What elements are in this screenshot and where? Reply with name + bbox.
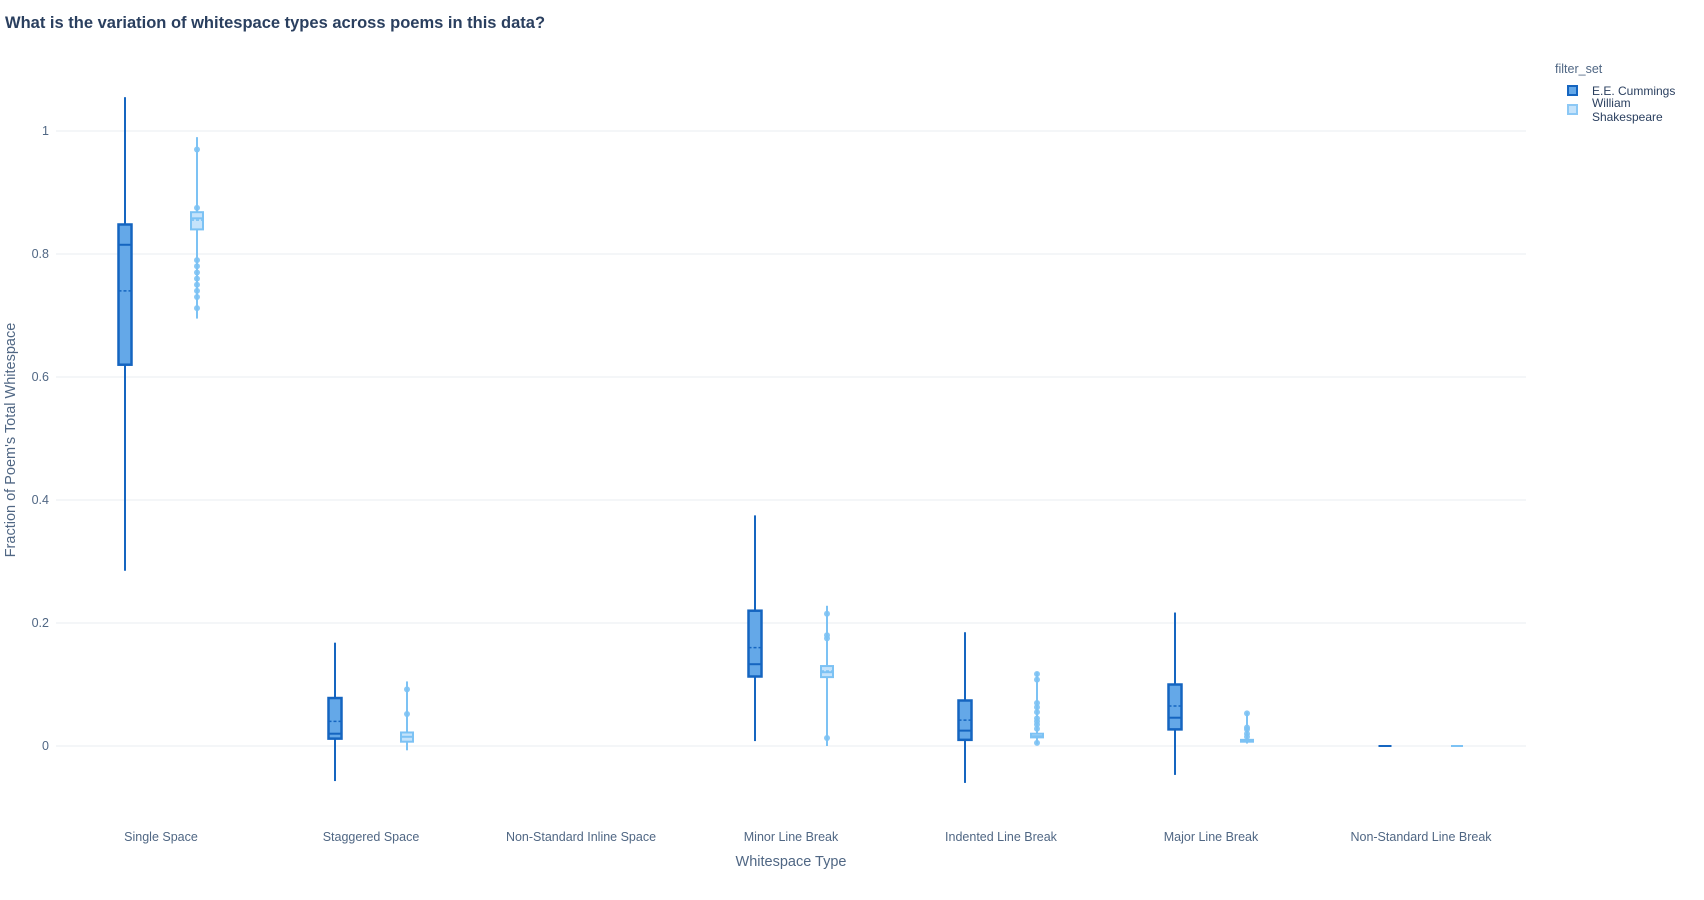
- outlier-point: [1034, 671, 1040, 678]
- box-plots: [117, 97, 1463, 783]
- outlier-point: [194, 275, 200, 282]
- legend-label-shakespeare: William Shakespeare: [1591, 95, 1663, 124]
- outlier-point: [1034, 704, 1040, 711]
- y-tick-label: 0.2: [32, 616, 49, 630]
- x-tick-label: Non-Standard Inline Space: [506, 830, 656, 844]
- outlier-point: [824, 610, 830, 617]
- legend-item-shakespeare[interactable]: William Shakespeare: [1555, 96, 1704, 124]
- grid-lines: [56, 130, 1526, 747]
- box-iqr: [1167, 683, 1183, 731]
- outlier-point: [1244, 710, 1250, 717]
- x-axis-ticks: Single Space Staggered Space Non-Standard …: [124, 830, 1492, 844]
- y-tick-label: 0.6: [32, 370, 49, 384]
- outlier-point: [1034, 739, 1040, 746]
- legend-item-cummings[interactable]: E.E. Cummings: [1555, 81, 1704, 100]
- x-tick-label: Major Line Break: [1164, 830, 1259, 844]
- outlier-point: [1034, 721, 1040, 728]
- outlier-point: [1034, 709, 1040, 716]
- x-tick-label: Single Space: [124, 830, 198, 844]
- legend-title: filter_set: [1555, 62, 1603, 76]
- series-shakespeare: [190, 137, 1463, 751]
- y-tick-label: 0.4: [32, 493, 49, 507]
- x-tick-label: Indented Line Break: [945, 830, 1058, 844]
- x-tick-label: Minor Line Break: [744, 830, 839, 844]
- outlier-point: [404, 686, 410, 693]
- legend-label-cummings: E.E. Cummings: [1592, 83, 1676, 98]
- y-tick-label: 0: [42, 739, 49, 753]
- legend-swatch-cummings: [1567, 85, 1578, 96]
- outlier-point: [1244, 733, 1250, 740]
- outlier-point: [404, 711, 410, 718]
- outlier-point: [194, 305, 200, 312]
- outlier-point: [194, 281, 200, 288]
- box-iqr: [327, 696, 343, 740]
- y-tick-label: 0.8: [32, 247, 49, 261]
- outlier-point: [1244, 726, 1250, 733]
- series-cummings: [117, 97, 1392, 783]
- outlier-point: [194, 294, 200, 301]
- x-tick-label: Staggered Space: [323, 830, 420, 844]
- outlier-point: [194, 204, 200, 211]
- outlier-point: [824, 635, 830, 642]
- x-axis-title: Whitespace Type: [736, 854, 847, 870]
- outlier-point: [1034, 699, 1040, 706]
- y-axis-ticks: 0 0.2 0.4 0.6 0.8 1: [32, 124, 49, 753]
- chart-title: What is the variation of whitespace type…: [5, 14, 546, 32]
- outlier-point: [194, 263, 200, 270]
- box-iqr: [117, 223, 133, 366]
- outlier-point: [194, 287, 200, 294]
- outlier-point: [194, 269, 200, 276]
- box-iqr: [747, 609, 763, 678]
- y-axis-title: Fraction of Poem's Total Whitespace: [3, 323, 19, 558]
- y-tick-label: 1: [42, 124, 49, 138]
- outlier-point: [824, 735, 830, 742]
- outlier-point: [1034, 676, 1040, 683]
- outlier-point: [194, 257, 200, 264]
- outlier-point: [194, 146, 200, 153]
- legend-swatch-shakespeare: [1567, 104, 1578, 115]
- outlier-point: [1034, 725, 1040, 732]
- x-tick-label: Non-Standard Line Break: [1350, 830, 1492, 844]
- legend: filter_set E.E. Cummings William Shakesp…: [1555, 62, 1704, 124]
